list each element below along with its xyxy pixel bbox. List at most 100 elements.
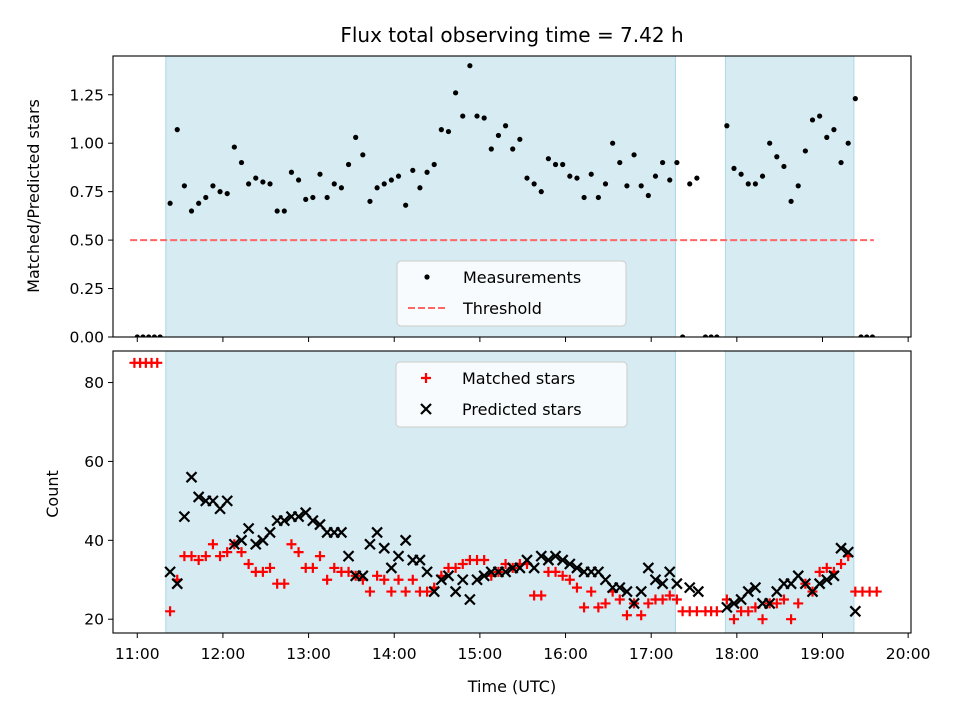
y-tick-label: 0.50 bbox=[69, 232, 104, 250]
measurement-point bbox=[714, 334, 720, 337]
measurement-point bbox=[759, 173, 766, 179]
measurement-point bbox=[574, 175, 580, 181]
measurement-point bbox=[824, 134, 830, 140]
measurement-point bbox=[864, 334, 870, 337]
predicted-star-point bbox=[614, 581, 626, 594]
matched-star-point bbox=[778, 594, 789, 605]
measurement-point bbox=[781, 163, 787, 170]
predicted-star-point bbox=[228, 538, 241, 551]
predicted-star-point bbox=[235, 534, 248, 547]
measurement-point bbox=[631, 152, 637, 158]
measurement-point bbox=[738, 171, 744, 177]
predicted-star-point bbox=[742, 585, 755, 598]
predicted-star-point bbox=[242, 522, 255, 535]
measurement-point bbox=[481, 115, 487, 121]
predicted-star-point bbox=[635, 585, 647, 598]
x-tick-label: 20:00 bbox=[886, 645, 931, 663]
measurement-point bbox=[817, 113, 823, 119]
measurement-point bbox=[181, 183, 187, 189]
matched-star-point bbox=[671, 594, 682, 605]
legend-label: Matched stars bbox=[462, 369, 575, 388]
predicted-star-point bbox=[564, 558, 576, 570]
matched-star-point bbox=[322, 574, 333, 585]
measurement-point bbox=[510, 146, 516, 152]
predicted-star-point bbox=[378, 542, 391, 554]
measurement-point bbox=[353, 134, 359, 140]
matched-star-point bbox=[821, 562, 832, 573]
predicted-star-point bbox=[671, 577, 683, 590]
measurement-point bbox=[638, 183, 644, 189]
predicted-star-point bbox=[414, 554, 426, 566]
measurement-point bbox=[767, 140, 773, 146]
matched-star-point bbox=[871, 586, 882, 597]
predicted-star-point bbox=[813, 577, 826, 590]
matched-star-point bbox=[257, 566, 268, 577]
predicted-star-point bbox=[683, 581, 696, 594]
measurement-point bbox=[467, 63, 473, 69]
measurement-point bbox=[151, 334, 157, 337]
y-tick-label: 80 bbox=[84, 374, 104, 392]
matched-star-point bbox=[711, 606, 722, 617]
matched-star-point bbox=[286, 539, 297, 550]
matched-star-point bbox=[222, 547, 233, 558]
x-tick-label: 13:00 bbox=[286, 645, 331, 663]
predicted-star-point bbox=[528, 562, 540, 574]
predicted-star-point bbox=[749, 581, 762, 594]
matched-star-point bbox=[728, 614, 739, 625]
matched-star-point bbox=[457, 558, 468, 569]
measurement-point bbox=[869, 334, 876, 337]
matched-star-point bbox=[307, 562, 318, 573]
matched-star-point bbox=[771, 598, 782, 609]
matched-star-point bbox=[814, 566, 825, 577]
predicted-star-point bbox=[721, 601, 733, 614]
matched-star-point bbox=[664, 590, 675, 601]
measurement-point bbox=[424, 169, 430, 175]
measurement-point bbox=[338, 185, 345, 191]
measurement-point bbox=[667, 177, 673, 183]
measurement-point bbox=[274, 208, 280, 214]
measurement-point bbox=[517, 136, 523, 142]
predicted-star-point bbox=[357, 570, 369, 582]
measurement-point bbox=[445, 128, 452, 135]
matched-star-point bbox=[293, 547, 304, 558]
matched-star-point bbox=[207, 539, 218, 550]
matched-star-point bbox=[579, 602, 590, 613]
predicted-star-point bbox=[399, 534, 412, 547]
measurement-point bbox=[331, 181, 337, 187]
x-tick-label: 17:00 bbox=[629, 645, 674, 663]
measurement-point bbox=[687, 181, 693, 187]
measurement-point bbox=[831, 127, 837, 133]
measurement-point bbox=[231, 144, 237, 150]
predicted-star-point bbox=[464, 593, 476, 606]
measurement-point bbox=[381, 181, 387, 187]
predicted-star-point bbox=[428, 585, 440, 598]
measurement-point bbox=[610, 140, 616, 146]
measurement-point bbox=[253, 175, 259, 181]
measurement-point bbox=[303, 196, 309, 203]
measurement-point bbox=[157, 334, 163, 337]
count-panel: 20 40 60 80 11:00 12:00 13:00 14:00 15:00 16:00 17… bbox=[84, 350, 931, 663]
matched-star-point bbox=[557, 570, 568, 581]
predicted-star-point bbox=[571, 562, 583, 574]
measurement-point bbox=[310, 194, 316, 201]
predicted-star-point bbox=[471, 573, 483, 586]
matched-star-point bbox=[621, 610, 632, 621]
matched-star-point bbox=[479, 555, 490, 566]
measurement-point bbox=[674, 159, 680, 166]
measurement-point bbox=[524, 175, 530, 181]
measurement-point bbox=[752, 181, 758, 187]
measurement-point bbox=[838, 159, 844, 166]
matched-star-point bbox=[265, 562, 276, 573]
measurement-point bbox=[495, 132, 502, 139]
measurement-point bbox=[724, 123, 730, 129]
predicted-star-point bbox=[342, 550, 355, 562]
measurement-point bbox=[474, 113, 480, 119]
measurement-point bbox=[708, 334, 714, 337]
predicted-star-point bbox=[264, 526, 276, 539]
matched-star-point bbox=[364, 586, 375, 597]
matched-star-point bbox=[836, 558, 847, 569]
measurement-point bbox=[388, 177, 394, 183]
measurement-point bbox=[295, 177, 302, 183]
legend-label: Predicted stars bbox=[462, 400, 582, 419]
